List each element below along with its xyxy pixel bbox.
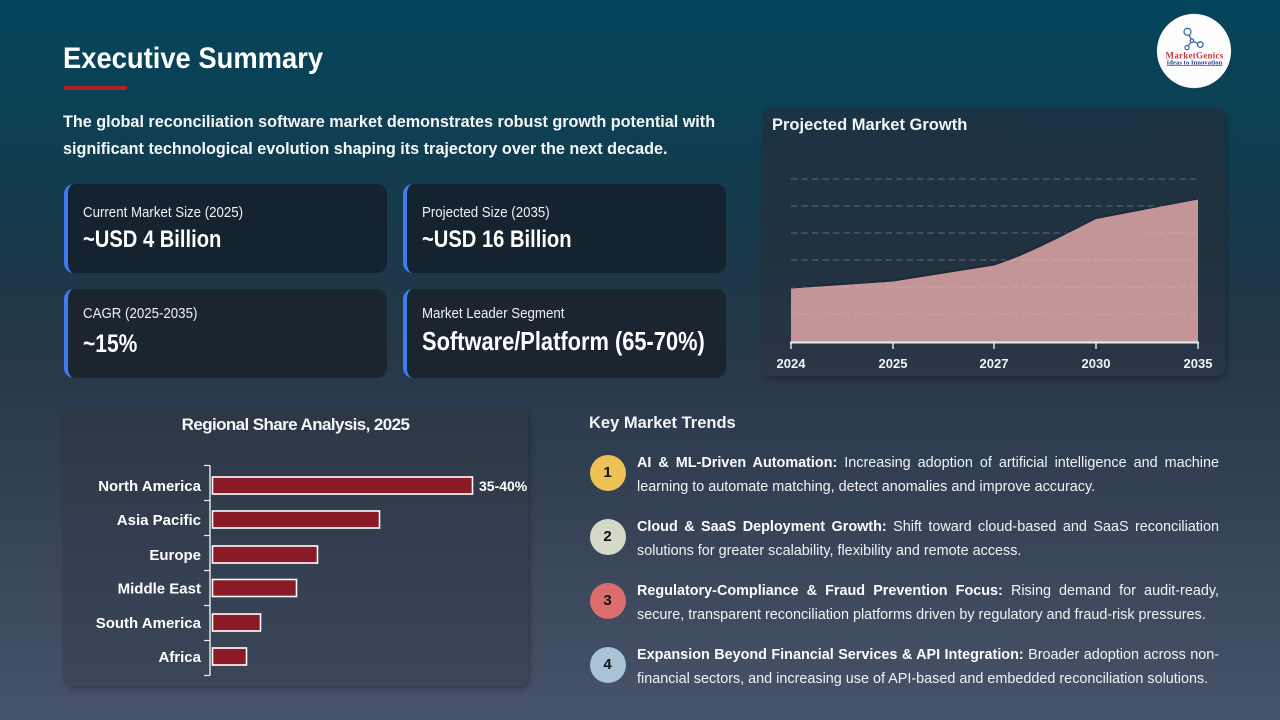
svg-text:Asia Pacific: Asia Pacific [117, 512, 201, 529]
svg-text:2035: 2035 [1184, 356, 1213, 371]
svg-text:Ideas to Innovation: Ideas to Innovation [1167, 59, 1223, 66]
svg-text:2027: 2027 [980, 356, 1009, 371]
svg-text:Middle East: Middle East [118, 581, 201, 598]
svg-text:Africa: Africa [158, 649, 201, 666]
svg-text:North America: North America [98, 478, 201, 495]
svg-text:2024: 2024 [777, 356, 807, 371]
svg-text:South America: South America [96, 615, 202, 632]
svg-text:Europe: Europe [149, 547, 201, 564]
svg-text:MarketGenics: MarketGenics [1166, 51, 1224, 61]
svg-text:2025: 2025 [879, 356, 908, 371]
svg-text:35-40%: 35-40% [479, 478, 528, 494]
svg-text:2030: 2030 [1082, 356, 1111, 371]
